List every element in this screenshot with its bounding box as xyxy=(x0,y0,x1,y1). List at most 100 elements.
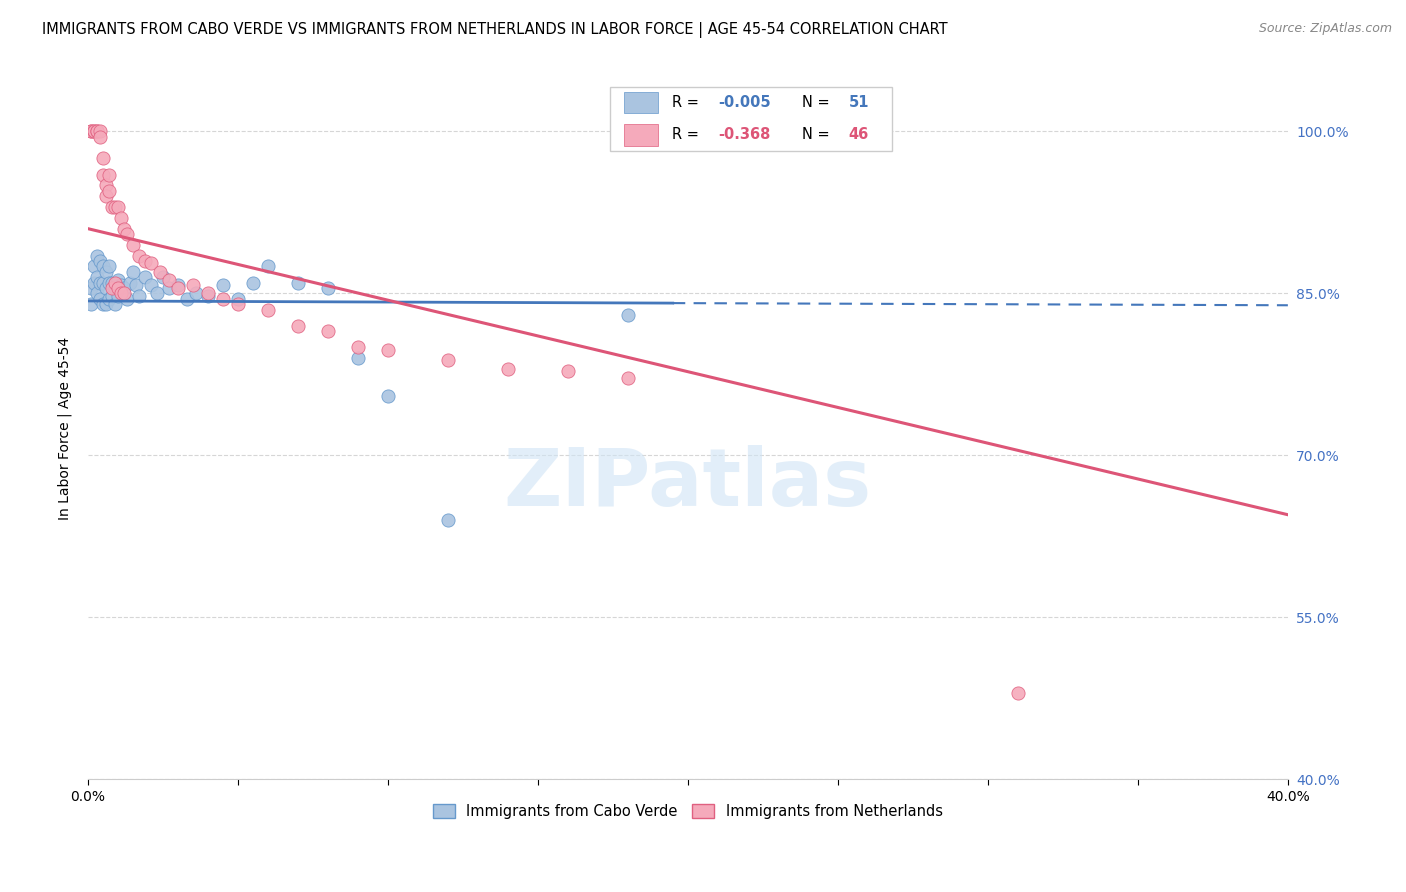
Text: R =: R = xyxy=(672,128,703,143)
Legend: Immigrants from Cabo Verde, Immigrants from Netherlands: Immigrants from Cabo Verde, Immigrants f… xyxy=(427,798,949,824)
Text: Source: ZipAtlas.com: Source: ZipAtlas.com xyxy=(1258,22,1392,36)
Text: 46: 46 xyxy=(849,128,869,143)
Point xyxy=(100,288,122,302)
Point xyxy=(94,281,117,295)
Text: 51: 51 xyxy=(849,95,869,111)
Point xyxy=(86,270,108,285)
Text: R =: R = xyxy=(672,95,703,111)
Point xyxy=(176,292,198,306)
Point xyxy=(1007,686,1029,700)
Point xyxy=(79,124,101,138)
Point xyxy=(100,200,122,214)
Point xyxy=(197,288,219,302)
Point xyxy=(121,237,143,252)
Point xyxy=(197,286,219,301)
Point xyxy=(616,370,638,384)
Point xyxy=(97,260,120,274)
Point xyxy=(91,152,114,166)
Point xyxy=(86,124,108,138)
Point xyxy=(226,297,249,311)
Point xyxy=(226,292,249,306)
Bar xyxy=(624,125,658,145)
Point xyxy=(134,254,156,268)
Point xyxy=(83,260,105,274)
Point xyxy=(115,292,138,306)
Point xyxy=(436,353,458,368)
Point xyxy=(118,276,141,290)
Point xyxy=(79,297,101,311)
Point xyxy=(128,249,150,263)
Point xyxy=(100,281,122,295)
Point xyxy=(107,281,129,295)
Point xyxy=(79,124,101,138)
Point xyxy=(157,281,180,295)
Point xyxy=(97,184,120,198)
Bar xyxy=(624,92,658,113)
Point xyxy=(211,292,233,306)
Point xyxy=(377,389,399,403)
Point xyxy=(97,292,120,306)
Point xyxy=(89,276,111,290)
Point xyxy=(107,200,129,214)
Point xyxy=(86,249,108,263)
Point xyxy=(316,324,339,338)
Text: N =: N = xyxy=(801,95,834,111)
Point xyxy=(115,227,138,241)
Point xyxy=(287,276,309,290)
Point xyxy=(94,265,117,279)
Text: -0.005: -0.005 xyxy=(717,95,770,111)
Point xyxy=(104,281,127,295)
Point xyxy=(89,292,111,306)
Point xyxy=(166,277,188,292)
Text: N =: N = xyxy=(801,128,834,143)
Point xyxy=(134,270,156,285)
Point xyxy=(184,286,207,301)
Point xyxy=(86,124,108,138)
Point xyxy=(242,276,264,290)
Y-axis label: In Labor Force | Age 45-54: In Labor Force | Age 45-54 xyxy=(58,337,72,520)
Point xyxy=(110,211,132,225)
Point xyxy=(287,318,309,333)
Point xyxy=(616,308,638,322)
Text: ZIPatlas: ZIPatlas xyxy=(503,445,872,524)
Point xyxy=(89,129,111,144)
Point xyxy=(94,178,117,193)
Text: IMMIGRANTS FROM CABO VERDE VS IMMIGRANTS FROM NETHERLANDS IN LABOR FORCE | AGE 4: IMMIGRANTS FROM CABO VERDE VS IMMIGRANTS… xyxy=(42,22,948,38)
Point xyxy=(91,260,114,274)
Point xyxy=(89,124,111,138)
Point xyxy=(94,189,117,203)
Point xyxy=(112,221,135,235)
Point xyxy=(256,302,278,317)
Point xyxy=(211,277,233,292)
Point xyxy=(89,254,111,268)
Point xyxy=(86,286,108,301)
Point xyxy=(124,277,146,292)
Point xyxy=(166,281,188,295)
Point xyxy=(256,260,278,274)
Point xyxy=(104,200,127,214)
Point xyxy=(79,281,101,295)
Point xyxy=(104,297,127,311)
Point xyxy=(496,362,519,376)
Point xyxy=(139,256,162,270)
Point xyxy=(112,286,135,301)
Point xyxy=(100,276,122,290)
Point xyxy=(436,513,458,527)
Point xyxy=(346,340,368,354)
Point xyxy=(91,276,114,290)
Text: -0.368: -0.368 xyxy=(717,128,770,143)
Point xyxy=(181,277,204,292)
Point xyxy=(110,277,132,292)
Point xyxy=(104,276,127,290)
Point xyxy=(128,288,150,302)
Point xyxy=(83,276,105,290)
FancyBboxPatch shape xyxy=(610,87,891,151)
Point xyxy=(83,124,105,138)
Point xyxy=(110,286,132,301)
Point xyxy=(91,168,114,182)
Point xyxy=(121,265,143,279)
Point xyxy=(377,343,399,357)
Point xyxy=(152,270,174,285)
Point xyxy=(97,276,120,290)
Point xyxy=(346,351,368,366)
